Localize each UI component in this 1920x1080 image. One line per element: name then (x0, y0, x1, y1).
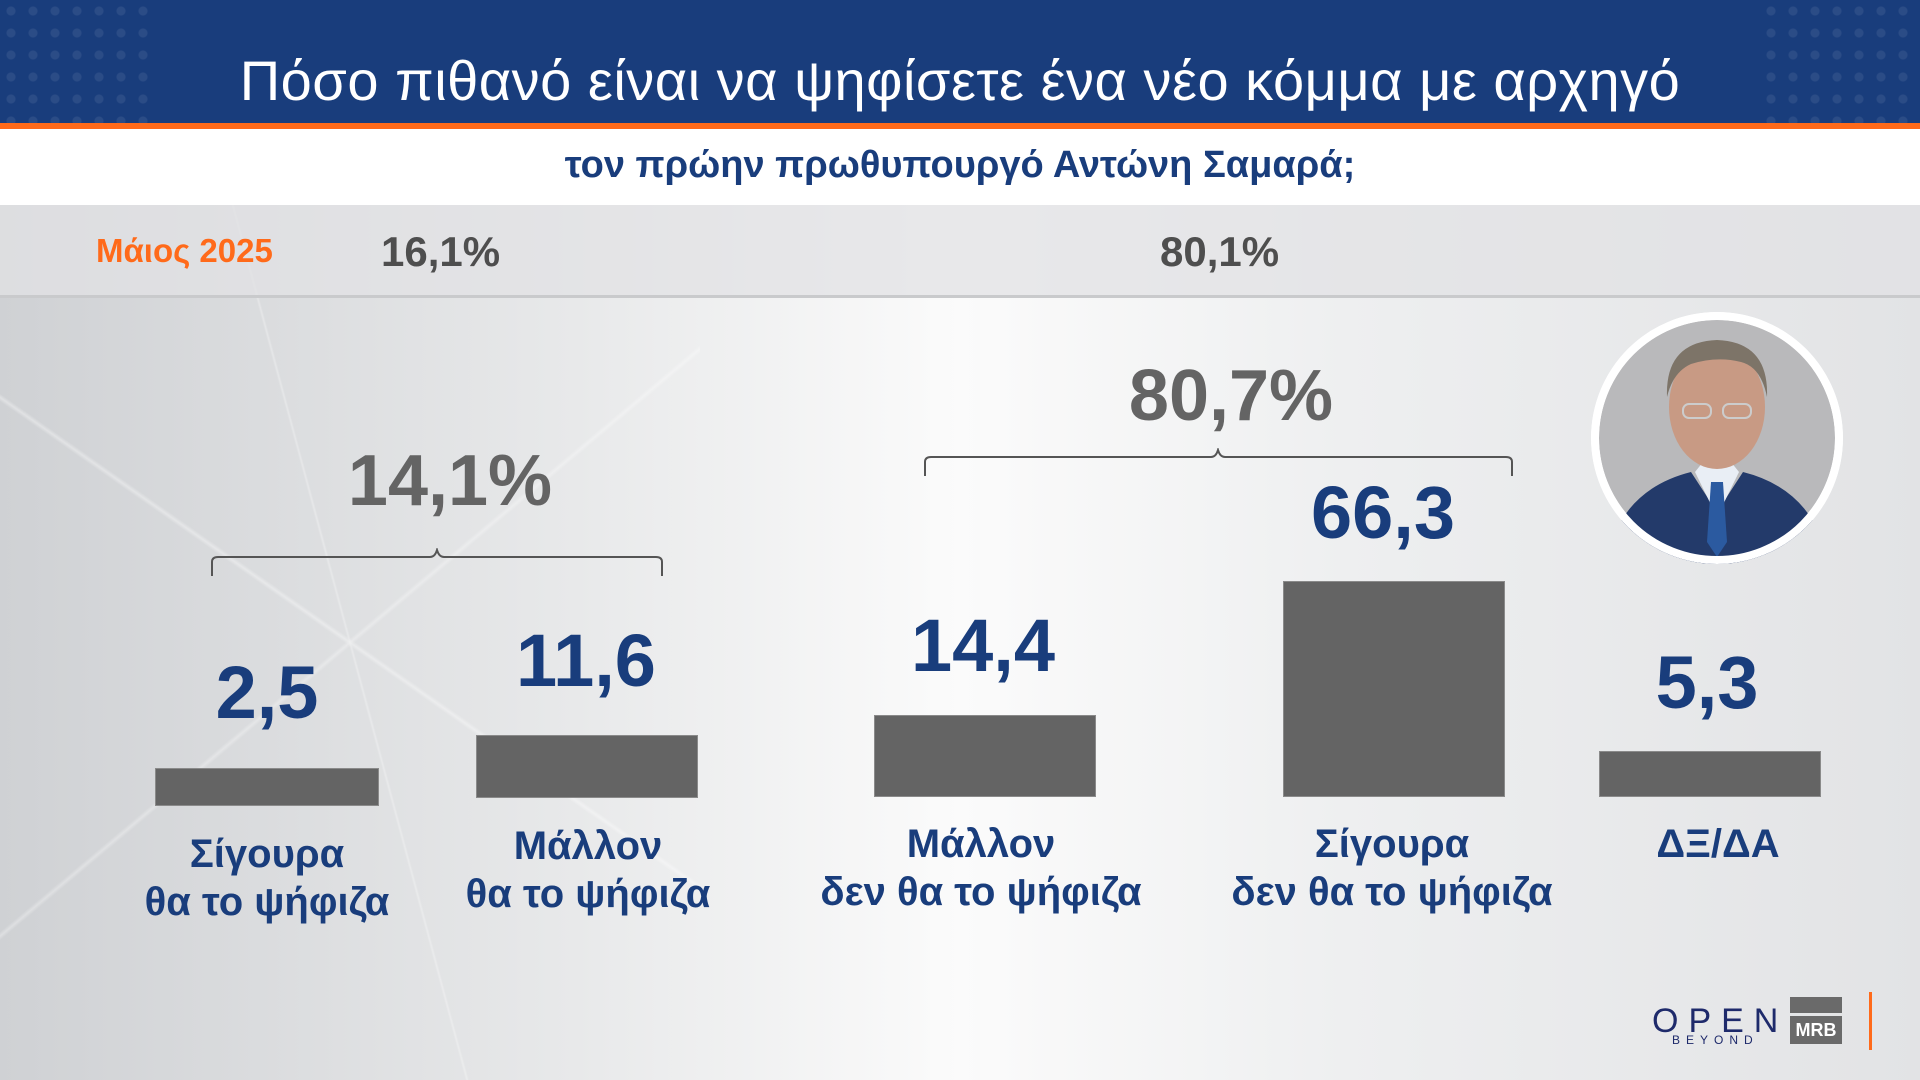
bar-definitely-would (155, 768, 379, 806)
accent-divider (0, 123, 1920, 129)
page-title: Πόσο πιθανό είναι να ψηφίσετε ένα νέο κό… (239, 49, 1681, 112)
value-label: 14,4 (910, 604, 1056, 687)
negative-group-total: 80,7% (1128, 356, 1334, 436)
category-label: ΔΞ/ΔΑ (1656, 822, 1780, 866)
open-logo-subtitle: BEYOND (1672, 1033, 1759, 1047)
previous-positive-total: 16,1% (381, 228, 501, 275)
bar-dont-know (1599, 751, 1821, 797)
negative-group-brace (924, 448, 1513, 476)
open-logo: OPEN (1652, 1002, 1789, 1040)
mrb-logo: MRB (1790, 1016, 1842, 1044)
mrb-logo-bar (1790, 997, 1842, 1013)
politician-portrait (1591, 312, 1843, 564)
page-subtitle: τον πρώην πρωθυπουργό Αντώνη Σαμαρά; (564, 144, 1356, 186)
positive-group-total: 14,1% (347, 441, 553, 521)
header-bar (0, 0, 1920, 124)
value-label: 5,3 (1655, 641, 1759, 724)
previous-wave-band (0, 205, 1920, 298)
value-label: 2,5 (215, 651, 319, 734)
portrait-icon (1591, 312, 1843, 564)
chart-area (0, 205, 1920, 1080)
value-label: 11,6 (516, 619, 656, 702)
category-label: Μάλλον δεν θα το ψήφιζα (820, 822, 1142, 914)
category-label: Μάλλον θα το ψήφιζα (465, 824, 711, 916)
bar-definitely-would-not (1283, 581, 1505, 797)
positive-group-brace (211, 548, 663, 576)
bar-probably-would-not (874, 715, 1096, 797)
previous-negative-total: 80,1% (1160, 228, 1280, 275)
bar-probably-would (476, 735, 698, 798)
category-label: Σίγουρα θα το ψήφιζα (144, 832, 390, 924)
previous-wave-label: Μάιος 2025 (96, 232, 273, 269)
value-label: 66,3 (1310, 471, 1456, 554)
category-label: Σίγουρα δεν θα το ψήφιζα (1231, 822, 1553, 914)
accent-vertical-bar (1869, 992, 1872, 1050)
background-decoration (0, 205, 700, 1080)
subtitle-bar (0, 129, 1920, 205)
